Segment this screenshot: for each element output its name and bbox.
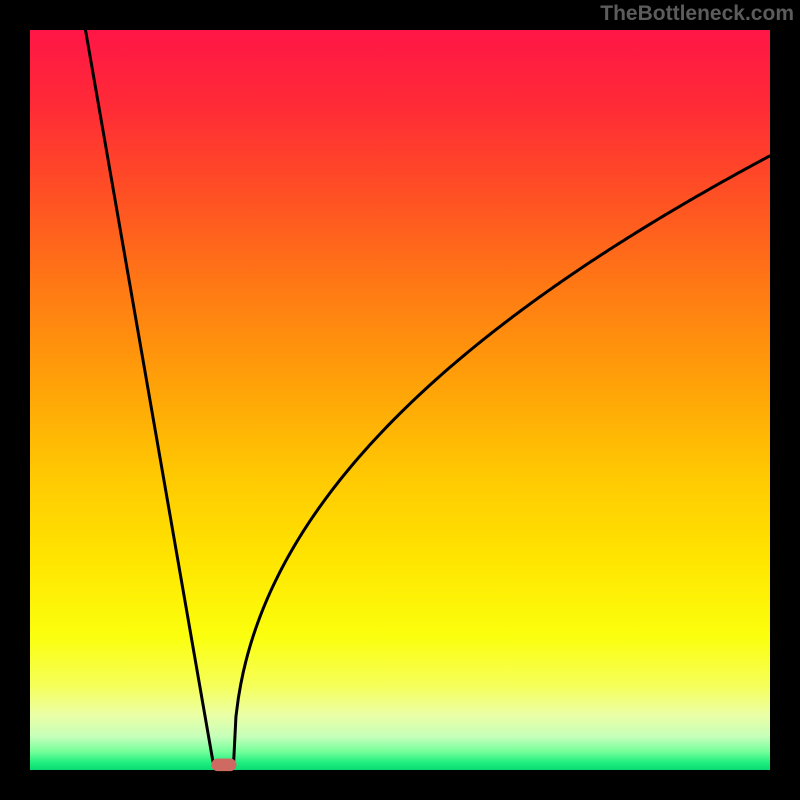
optimum-marker [211,759,236,772]
watermark-text: TheBottleneck.com [600,2,794,26]
chart-svg [0,0,800,800]
plot-area [30,30,770,770]
chart-stage: TheBottleneck.com [0,0,800,800]
